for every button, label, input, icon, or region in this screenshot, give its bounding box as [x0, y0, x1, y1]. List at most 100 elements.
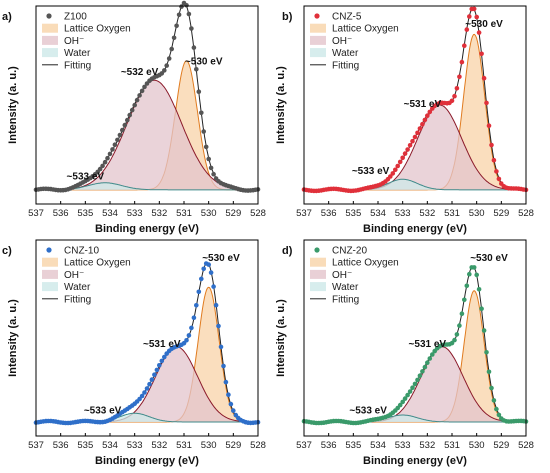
y-axis-label: Intensity (a. u.): [275, 66, 287, 144]
data-point: [120, 127, 125, 133]
data-point: [211, 284, 216, 289]
x-tick-label: 533: [395, 440, 411, 451]
x-tick-label: 534: [370, 440, 386, 451]
peak-annotation: ~530 eV: [470, 253, 508, 264]
legend-label: OH⁻: [332, 270, 352, 281]
data-point: [152, 372, 157, 378]
legend-label: OH⁻: [64, 270, 84, 281]
data-point: [169, 46, 174, 52]
data-point: [127, 112, 132, 118]
x-tick-label: 530: [469, 208, 485, 219]
legend-label: Fitting: [332, 294, 359, 305]
x-tick-label: 529: [225, 208, 241, 219]
component-fill-water: [36, 413, 258, 422]
data-point: [415, 130, 420, 136]
x-tick-label: 528: [518, 440, 534, 451]
peak-annotation: ~531 eV: [143, 339, 181, 350]
plot-frame: [303, 239, 527, 437]
x-tick-label: 535: [345, 208, 361, 219]
x-tick-label: 532: [419, 208, 435, 219]
data-point: [194, 303, 199, 308]
legend-label: OH⁻: [332, 36, 352, 47]
data-point: [228, 401, 234, 407]
legend-marker-data: [314, 13, 320, 19]
component-fill-lattice-oxygen: [304, 290, 526, 422]
x-tick-label: 532: [151, 208, 167, 219]
data-point: [110, 147, 115, 152]
legend-marker-data: [46, 13, 52, 19]
component-fill-oh-: [36, 80, 258, 190]
data-point: [425, 113, 430, 118]
data-point: [464, 283, 470, 289]
data-point: [486, 123, 492, 128]
data-point: [489, 385, 494, 391]
panel-label: b): [282, 11, 293, 23]
data-point: [454, 332, 460, 337]
data-point: [452, 93, 457, 99]
data-point: [462, 43, 467, 48]
legend-label: Lattice Oxygen: [64, 258, 131, 269]
x-tick-label: 537: [28, 208, 44, 219]
data-point: [420, 121, 425, 127]
data-point: [481, 75, 487, 81]
data-point: [199, 276, 204, 282]
data-point: [496, 176, 502, 182]
data-point: [223, 379, 229, 385]
data-point: [430, 352, 435, 357]
y-axis-label: Intensity (a. u.): [275, 299, 287, 377]
data-point: [125, 117, 130, 123]
data-point: [201, 266, 206, 272]
data-point: [491, 398, 497, 403]
data-point: [425, 360, 430, 366]
legend-swatch: [310, 257, 326, 267]
data-point: [459, 59, 465, 65]
plot-frame: [35, 239, 259, 437]
data-point: [206, 156, 211, 162]
peak-annotation: ~530 eV: [465, 19, 503, 30]
data-point: [467, 14, 472, 19]
data-point: [176, 12, 182, 18]
data-point: [129, 107, 135, 113]
component-fill-oh-: [304, 346, 526, 422]
peak-annotation: ~532 eV: [121, 67, 159, 78]
x-tick-label: 529: [225, 440, 241, 451]
data-point: [427, 109, 433, 115]
data-point: [171, 35, 177, 41]
data-point: [162, 68, 167, 73]
data-point: [395, 163, 401, 169]
data-point: [407, 143, 413, 148]
data-point: [218, 344, 224, 350]
data-point: [115, 137, 120, 143]
data-point: [226, 392, 231, 398]
data-point: [410, 138, 415, 144]
legend-label: OH⁻: [64, 36, 84, 47]
data-point: [189, 26, 194, 31]
data-point: [454, 86, 460, 91]
data-point: [496, 412, 502, 418]
data-point: [100, 163, 105, 169]
data-point: [112, 142, 118, 147]
data-point: [415, 377, 420, 383]
y-axis-label: Intensity (a. u.): [7, 299, 19, 377]
legend-label: Lattice Oxygen: [332, 258, 399, 269]
data-point: [196, 289, 202, 295]
legend-swatch: [310, 35, 326, 45]
component-fill-oh-: [36, 346, 258, 422]
data-point: [191, 315, 197, 321]
legend-label: Fitting: [332, 60, 359, 71]
data-point: [474, 272, 480, 278]
data-point: [144, 386, 150, 391]
data-point: [166, 56, 172, 61]
legend-swatch: [42, 269, 58, 279]
data-point: [474, 14, 480, 20]
data-point: [476, 30, 482, 35]
data-point: [479, 306, 484, 312]
data-point: [412, 134, 418, 140]
data-point: [457, 323, 462, 328]
data-point: [164, 63, 169, 68]
legend-label: Lattice Oxygen: [64, 24, 131, 35]
panel-label: a): [2, 11, 12, 23]
